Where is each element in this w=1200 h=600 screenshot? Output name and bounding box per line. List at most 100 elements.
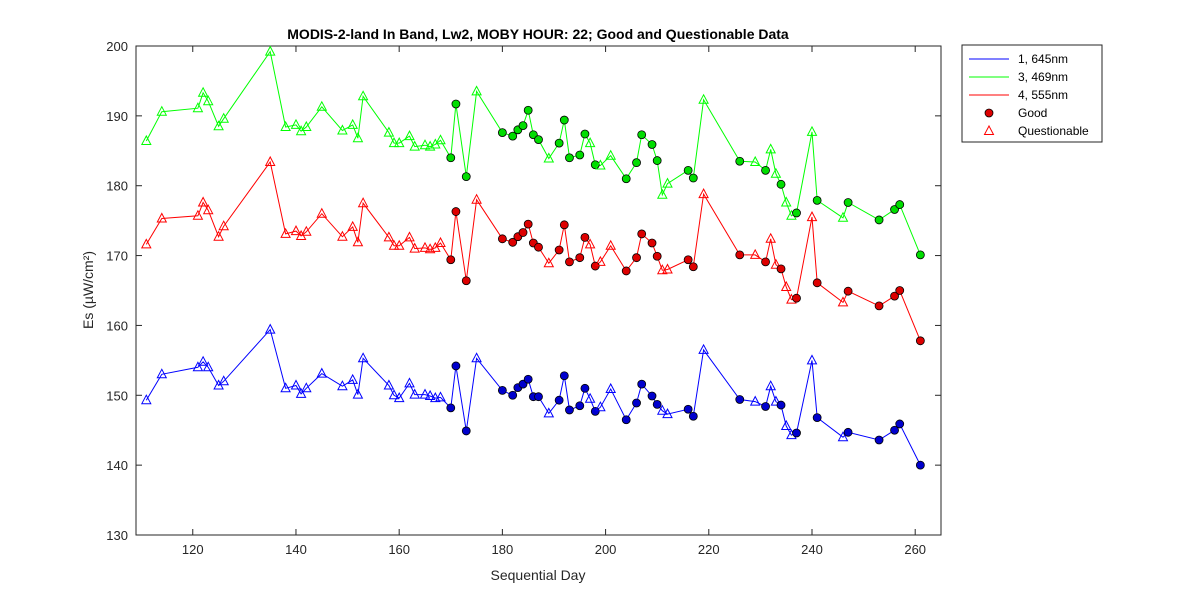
questionable-point (662, 408, 673, 419)
good-point (497, 234, 507, 244)
good-point (523, 374, 533, 384)
questionable-point (780, 280, 792, 291)
questionable-point (383, 231, 395, 242)
questionable-point (280, 227, 291, 238)
good-point (647, 238, 657, 248)
good-point (575, 401, 585, 411)
axis-ticks: 120 140 160 180 200 220 240 260 130 140 150 160 170 1… (106, 39, 941, 557)
questionable-point (264, 45, 276, 56)
questionable-point (837, 211, 849, 222)
legend-label-1: 3, 469nm (1018, 70, 1068, 84)
questionable-point (388, 239, 400, 250)
x-tick-label: 180 (492, 542, 514, 557)
questionable-point (595, 401, 606, 412)
y-tick-label: 170 (106, 249, 128, 264)
questionable-point (662, 263, 673, 274)
questionable-point (656, 404, 668, 415)
good-point (565, 405, 574, 415)
good-point (915, 336, 925, 346)
questionable-point (295, 387, 307, 398)
questionable-point (213, 120, 224, 131)
x-tick-label: 220 (698, 542, 720, 557)
questionable-point (347, 373, 359, 384)
questionable-point (156, 212, 168, 223)
questionable-point (197, 86, 209, 97)
questionable-point (156, 105, 168, 116)
questionable-point (156, 368, 168, 379)
questionable-point (352, 388, 364, 399)
good-point (580, 129, 590, 139)
good-point (559, 371, 569, 381)
legend-label-questionable: Questionable (1018, 124, 1089, 138)
series-layer (140, 45, 925, 470)
good-point (621, 174, 631, 184)
good-point (895, 200, 905, 209)
questionable-point (192, 102, 204, 113)
good-point (652, 399, 662, 409)
good-point (534, 392, 543, 402)
good-point (792, 293, 801, 303)
good-point (735, 250, 745, 260)
questionable-point (202, 204, 214, 215)
good-point (792, 428, 801, 438)
good-point (688, 173, 698, 183)
good-point (761, 257, 770, 267)
questionable-point (471, 352, 482, 363)
questionable-point (806, 125, 818, 136)
questionable-point (749, 248, 761, 259)
questionable-point (383, 126, 395, 137)
y-tick-label: 160 (106, 318, 128, 333)
questionable-point (656, 188, 668, 199)
questionable-point (352, 236, 364, 247)
chart-title: MODIS-2-land In Band, Lw2, MOBY HOUR: 22… (287, 26, 789, 42)
questionable-point (388, 137, 400, 148)
questionable-point (806, 354, 818, 365)
questionable-point (393, 392, 405, 403)
questionable-point (280, 120, 291, 131)
questionable-point (605, 382, 617, 393)
good-point (683, 404, 693, 414)
good-point (890, 425, 899, 435)
questionable-point (584, 137, 596, 148)
questionable-point (192, 361, 204, 372)
questionable-point (765, 232, 777, 243)
questionable-point (584, 392, 596, 403)
x-tick-label: 120 (182, 542, 204, 557)
good-point (776, 179, 786, 189)
questionable-point (698, 188, 709, 199)
good-point (575, 150, 585, 160)
good-point (554, 245, 564, 255)
good-point (451, 99, 461, 109)
questionable-point (337, 380, 348, 391)
questionable-point (698, 343, 709, 354)
questionable-point (202, 361, 214, 372)
good-point (590, 261, 600, 271)
good-point (792, 208, 801, 218)
questionable-point (605, 239, 617, 250)
good-point (843, 286, 853, 296)
questionable-point (595, 159, 606, 170)
questionable-point (584, 238, 596, 249)
good-point (683, 255, 693, 265)
questionable-point (435, 134, 446, 145)
good-point (590, 406, 600, 416)
good-point (534, 135, 543, 145)
y-tick-label: 130 (106, 528, 128, 543)
good-point (461, 276, 471, 286)
good-point (565, 153, 574, 163)
good-point (776, 264, 786, 274)
good-point (895, 286, 905, 295)
questionable-point (404, 231, 415, 242)
good-point (523, 219, 533, 229)
questionable-point (837, 431, 849, 442)
legend-good-marker (984, 108, 994, 118)
good-point (637, 130, 647, 140)
good-point (647, 140, 657, 149)
questionable-point (316, 367, 328, 378)
questionable-point (419, 241, 431, 252)
good-point (565, 257, 574, 267)
good-point (735, 395, 745, 404)
good-point (776, 400, 786, 410)
questionable-point (662, 177, 673, 188)
